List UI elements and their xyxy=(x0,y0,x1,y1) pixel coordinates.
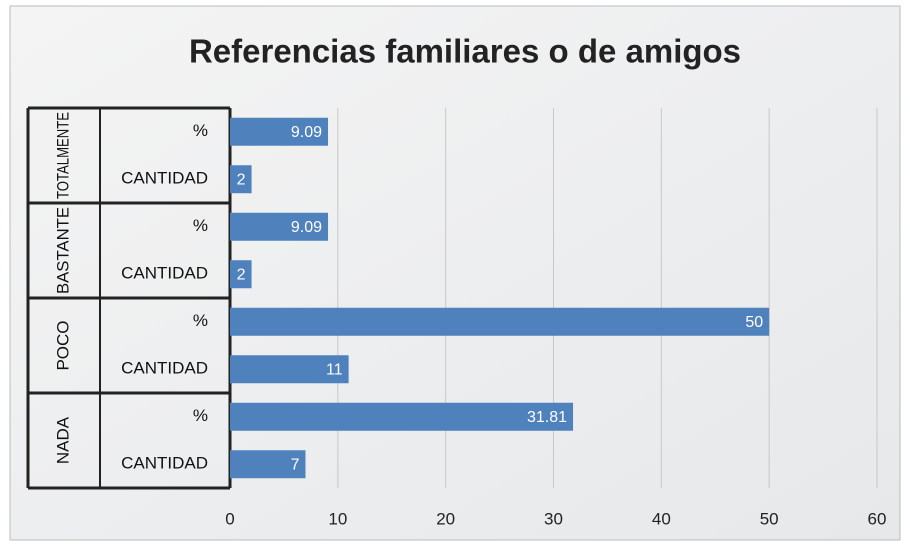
bar xyxy=(230,450,306,479)
group-label: POCO xyxy=(53,320,72,370)
data-label: 11 xyxy=(326,361,343,378)
bar xyxy=(230,117,329,146)
y-tick-label: % xyxy=(193,406,208,425)
bar xyxy=(230,307,770,336)
group-label: BASTANTE xyxy=(53,207,72,294)
data-label: 2 xyxy=(237,266,246,283)
y-tick-label: CANTIDAD xyxy=(121,359,208,378)
data-label: 2 xyxy=(237,171,246,188)
y-tick-label: % xyxy=(193,311,208,330)
data-label: 9.09 xyxy=(291,124,322,141)
y-tick-label: % xyxy=(193,216,208,235)
group-label: TOTALMENTE xyxy=(53,112,72,199)
bar xyxy=(230,260,252,289)
data-label: 9.09 xyxy=(291,219,322,236)
bar xyxy=(230,212,329,241)
bar xyxy=(230,165,252,194)
chart-title: Referencias familiares o de amigos xyxy=(189,33,741,70)
x-tick-label: 60 xyxy=(868,509,887,528)
bar xyxy=(230,402,574,431)
y-tick-label: CANTIDAD xyxy=(121,454,208,473)
chart-background xyxy=(9,5,901,541)
group-label: NADA xyxy=(53,416,72,464)
x-tick-label: 0 xyxy=(225,509,234,528)
data-label: 31.81 xyxy=(527,409,567,426)
y-tick-label: CANTIDAD xyxy=(121,169,208,188)
x-tick-label: 40 xyxy=(652,509,671,528)
x-tick-label: 50 xyxy=(760,509,779,528)
data-label: 50 xyxy=(745,314,763,331)
bar xyxy=(230,355,349,384)
data-label: 7 xyxy=(291,456,300,473)
x-tick-label: 30 xyxy=(544,509,563,528)
x-tick-label: 10 xyxy=(328,509,347,528)
y-tick-label: % xyxy=(193,121,208,140)
x-tick-label: 20 xyxy=(436,509,455,528)
y-tick-label: CANTIDAD xyxy=(121,264,208,283)
